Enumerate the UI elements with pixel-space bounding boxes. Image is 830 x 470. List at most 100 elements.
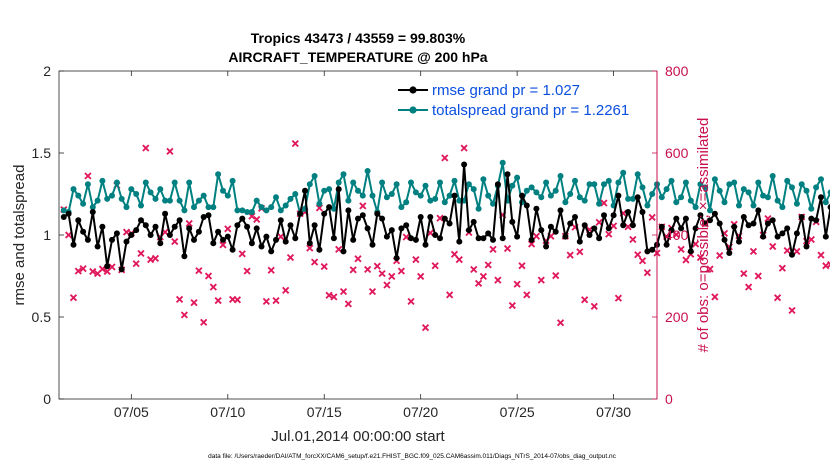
obs-marker [402, 233, 410, 241]
spread-marker [75, 192, 82, 199]
y-tick-label: 0.5 [32, 309, 52, 325]
obs-marker [494, 276, 502, 284]
rmse-marker [273, 236, 279, 243]
x-tick-label: 07/25 [500, 404, 535, 420]
rmse-marker [369, 241, 376, 248]
rmse-marker [210, 240, 217, 247]
spread-marker [359, 192, 366, 199]
spread-marker [383, 194, 390, 201]
spread-marker [388, 191, 395, 197]
rmse-marker [818, 194, 824, 201]
obs-marker [69, 294, 78, 302]
spread-marker [398, 204, 405, 211]
rmse-marker [422, 241, 429, 248]
spread-marker [412, 189, 419, 196]
spread-marker [576, 194, 583, 201]
rmse-marker [726, 250, 733, 256]
obs-marker [576, 248, 584, 256]
obs-marker [132, 260, 140, 268]
rmse-marker [65, 210, 72, 217]
rmse-marker [509, 218, 516, 225]
spread-marker [827, 189, 830, 196]
rmse-marker [639, 209, 646, 215]
spread-marker [441, 199, 448, 206]
rmse-marker [166, 232, 173, 238]
rmse-marker [615, 192, 622, 199]
rmse-marker [716, 220, 723, 227]
spread-marker [668, 177, 675, 184]
obs-marker [233, 296, 242, 304]
obs-marker [219, 241, 227, 249]
spread-marker [721, 199, 728, 206]
rmse-marker [779, 230, 786, 237]
rmse-marker [412, 236, 419, 243]
spread-marker [808, 205, 815, 212]
y-right-tick-label: 600 [665, 145, 689, 161]
ticks-layer: 07/05 07/10 07/15 07/20 07/25 07/3000.511.520… [32, 63, 689, 420]
spread-marker [186, 179, 193, 186]
spread-marker [437, 179, 443, 186]
legend-rmse-marker [409, 86, 417, 94]
rmse-marker [514, 233, 521, 240]
rmse-marker [523, 202, 530, 209]
obs-marker [450, 250, 459, 258]
spread-marker [350, 179, 357, 186]
rmse-marker [263, 233, 270, 240]
obs-marker [344, 300, 352, 308]
obs-marker [421, 324, 430, 332]
obs-marker [634, 251, 642, 259]
spread-marker [543, 179, 550, 186]
rmse-marker [576, 238, 583, 245]
rmse-marker [461, 161, 468, 168]
spread-marker [345, 197, 352, 204]
spread-marker [658, 194, 665, 201]
spread-marker [292, 191, 299, 197]
rmse-marker [306, 240, 313, 247]
spread-marker [220, 187, 226, 194]
rmse-marker [234, 222, 241, 229]
obs-marker [166, 147, 174, 155]
obs-marker [484, 261, 492, 269]
spread-marker [147, 189, 154, 196]
chart-title: Tropics 43473 / 43559 = 99.803% [251, 30, 466, 46]
obs-marker [339, 287, 348, 296]
spread-marker [567, 191, 574, 197]
x-tick-label: 07/15 [307, 404, 342, 420]
rmse-marker [321, 210, 328, 217]
spread-marker [248, 209, 255, 215]
obs-marker [503, 244, 512, 253]
rmse-marker [702, 220, 709, 227]
obs-marker [822, 262, 830, 270]
spread-marker [769, 173, 776, 179]
spread-marker [678, 194, 685, 201]
rmse-marker [437, 235, 443, 242]
rmse-marker [224, 233, 231, 240]
rmse-marker [451, 192, 458, 199]
spread-marker [200, 192, 207, 199]
obs-marker [523, 291, 531, 299]
obs-marker [383, 281, 391, 289]
rmse-marker [432, 232, 439, 238]
rmse-marker [494, 181, 501, 188]
spread-marker [697, 181, 704, 188]
rmse-marker [99, 223, 106, 230]
spread-marker [629, 195, 636, 202]
obs-marker [74, 267, 82, 275]
spread-marker [239, 207, 246, 214]
spread-marker [716, 187, 723, 194]
obs-marker [778, 264, 786, 272]
rmse-marker [813, 217, 820, 224]
obs-marker [629, 235, 637, 244]
rmse-marker [808, 215, 815, 222]
spread-marker [682, 179, 689, 186]
spread-marker [427, 197, 434, 204]
spread-marker [572, 177, 578, 184]
spread-marker [379, 179, 386, 186]
rmse-marker [822, 233, 829, 240]
obs-marker [291, 139, 299, 148]
spread-marker [764, 194, 771, 201]
spread-marker [736, 202, 742, 209]
spread-marker [446, 192, 453, 199]
y-tick-label: 1.5 [32, 145, 52, 161]
